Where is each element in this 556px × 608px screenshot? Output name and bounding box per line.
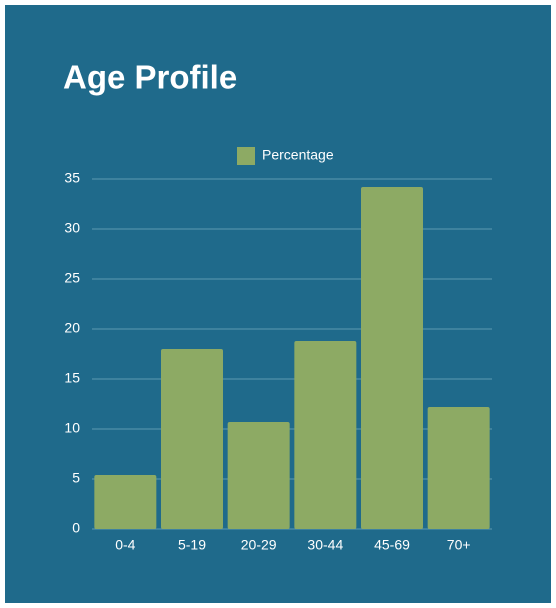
x-tick-label: 0-4 — [115, 537, 135, 553]
y-tick-label: 20 — [64, 320, 80, 336]
x-tick-label: 5-19 — [178, 537, 206, 553]
y-tick-label: 10 — [64, 420, 80, 436]
y-tick-label: 35 — [64, 170, 80, 186]
x-tick-label: 30-44 — [307, 537, 343, 553]
bar — [94, 475, 157, 529]
legend-swatch — [237, 147, 255, 165]
bar — [227, 422, 290, 529]
bar — [427, 407, 490, 529]
y-tick-label: 5 — [72, 470, 80, 486]
bar — [161, 349, 223, 529]
y-tick-label: 25 — [64, 270, 80, 286]
x-tick-label: 70+ — [447, 537, 471, 553]
legend-label: Percentage — [262, 147, 334, 163]
chart-title: Age Profile — [63, 59, 237, 96]
x-tick-label: 20-29 — [241, 537, 277, 553]
bar — [361, 187, 423, 529]
bar — [294, 341, 357, 529]
y-tick-label: 15 — [64, 370, 80, 386]
y-tick-label: 30 — [64, 220, 80, 236]
x-tick-label: 45-69 — [374, 537, 410, 553]
y-tick-label: 0 — [72, 520, 80, 536]
